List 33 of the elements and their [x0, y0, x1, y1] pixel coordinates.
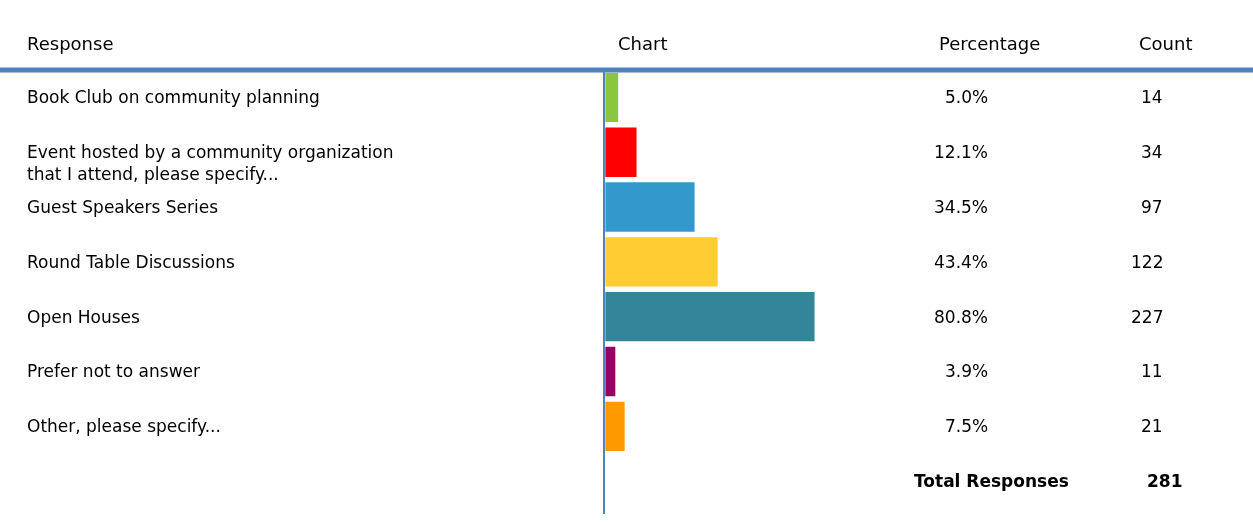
bar	[605, 72, 619, 123]
data-label: 80.8%	[934, 307, 989, 327]
text: Response	[27, 33, 114, 54]
bar	[605, 401, 625, 451]
annotation: 122	[1131, 252, 1164, 272]
bar	[605, 292, 815, 342]
text: Count	[1139, 33, 1193, 54]
data-label: 12.1%	[934, 142, 989, 162]
bar	[605, 182, 695, 232]
annotation: 281	[1147, 471, 1183, 491]
annotation: 227	[1131, 307, 1164, 327]
y-tick-label: Open Houses	[27, 307, 141, 327]
data-label: 43.4%	[934, 252, 989, 272]
y-tick-label: Book Club on community planning	[27, 87, 320, 107]
annotation: Total Responses	[914, 471, 1069, 491]
annotation: 11	[1141, 361, 1163, 381]
data-label: 3.9%	[945, 361, 989, 381]
bar	[605, 127, 637, 177]
annotation: 14	[1141, 87, 1163, 107]
y-tick-label: Prefer not to answer	[27, 361, 200, 381]
y-tick-label: Event hosted by a community organization that I attend, please specify...	[27, 142, 394, 185]
data-label: 34.5%	[934, 197, 989, 217]
bar	[605, 237, 718, 287]
text: Percentage	[939, 33, 1041, 54]
y-tick-label: Round Table Discussions	[27, 252, 235, 272]
annotation: 34	[1141, 142, 1163, 162]
y-tick-label: Guest Speakers Series	[27, 197, 219, 217]
data-label: 7.5%	[945, 416, 989, 436]
annotation: 97	[1141, 197, 1163, 217]
text: Chart	[618, 33, 668, 54]
y-tick-label: Other, please specify...	[27, 416, 221, 436]
data-label: 5.0%	[945, 87, 989, 107]
annotation: 21	[1141, 416, 1163, 436]
